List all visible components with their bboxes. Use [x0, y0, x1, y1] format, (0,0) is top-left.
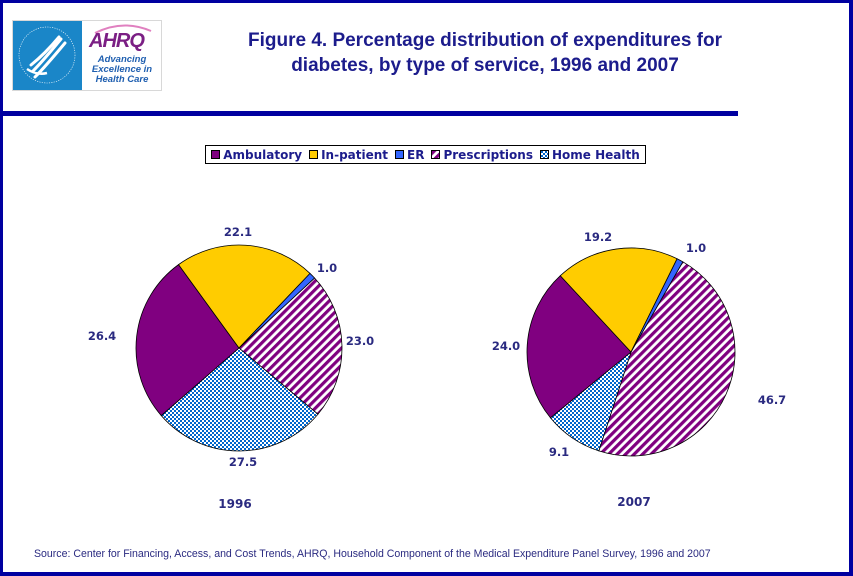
- data-label-prescriptions-2007: 46.7: [758, 393, 786, 407]
- ahrq-logo: AHRQ Advancing Excellence in Health Care: [83, 21, 161, 90]
- pie-slice-ambulatory-2007: [526, 275, 632, 419]
- ahrq-arc-icon: [94, 24, 152, 34]
- legend-swatch-prescriptions: [431, 150, 441, 159]
- pie-chart-2007: 24.0 19.2 1.0 46.7 9.1 2007: [492, 230, 786, 509]
- legend-item-ambulatory: Ambulatory: [211, 148, 302, 162]
- chart-legend: Ambulatory In-patient ER Prescriptions H…: [205, 145, 646, 164]
- pie-slice-in-patient-1996: [177, 244, 311, 349]
- figure-title-line-2: diabetes, by type of service, 1996 and 2…: [291, 55, 679, 76]
- legend-item-home-health: Home Health: [539, 147, 640, 162]
- tagline-line-3: Health Care: [95, 74, 149, 85]
- data-label-prescriptions-1996: 23.0: [346, 334, 374, 348]
- pie-chart-1996: 26.4 22.1 1.0 23.0 27.5 1996: [88, 225, 374, 511]
- data-label-home-health-1996: 27.5: [229, 455, 257, 469]
- pie-slice-ambulatory-1996: [135, 264, 240, 417]
- data-label-home-health-2007: 9.1: [549, 445, 569, 459]
- legend-swatch-er: [395, 150, 405, 159]
- legend-label: Ambulatory: [223, 147, 303, 162]
- figure-title-line-1: Figure 4. Percentage distribution of exp…: [247, 30, 723, 51]
- data-label-er-2007: 1.0: [686, 241, 706, 255]
- pie-slice-er-2007: [630, 258, 684, 353]
- legend-label: ER: [407, 147, 425, 162]
- legend-swatch-in-patient: [309, 150, 319, 159]
- data-label-in-patient-1996: 22.1: [224, 225, 252, 239]
- legend-label: Home Health: [551, 147, 640, 162]
- data-label-in-patient-2007: 19.2: [584, 230, 612, 244]
- data-label-er-1996: 1.0: [317, 261, 337, 275]
- tagline-line-2: Excellence in: [91, 64, 153, 75]
- hhs-eagle-logo-icon: [13, 21, 82, 90]
- pie-slice-prescriptions-1996: [238, 277, 343, 415]
- pie-slice-er-1996: [238, 272, 316, 349]
- legend-item-er: ER: [395, 148, 424, 162]
- tagline-line-1: Advancing: [97, 54, 147, 65]
- header-divider: [3, 111, 738, 116]
- legend-item-prescriptions: Prescriptions: [431, 148, 533, 162]
- pie-slice-home-health-1996: [160, 347, 319, 452]
- legend-swatch-ambulatory: [211, 150, 221, 159]
- ahrq-tagline: Advancing Excellence in Health Care: [83, 55, 161, 85]
- pie-slice-prescriptions-2007: [598, 261, 736, 457]
- figure-title: Figure 4. Percentage distribution of exp…: [180, 28, 790, 78]
- legend-label: In-patient: [321, 147, 389, 162]
- ahrq-hhs-logo[interactable]: AHRQ Advancing Excellence in Health Care: [12, 20, 162, 91]
- data-label-ambulatory-1996: 26.4: [88, 329, 116, 343]
- data-label-ambulatory-2007: 24.0: [492, 339, 520, 353]
- legend-swatch-home-health: [539, 150, 549, 159]
- pie-title-2007: 2007: [617, 495, 650, 509]
- source-note: Source: Center for Financing, Access, an…: [34, 548, 711, 560]
- legend-label: Prescriptions: [443, 147, 533, 162]
- ahrq-wordmark: AHRQ: [89, 30, 145, 52]
- legend-item-in-patient: In-patient: [309, 148, 388, 162]
- pie-title-1996: 1996: [218, 497, 251, 511]
- pie-slice-in-patient-2007: [559, 247, 678, 353]
